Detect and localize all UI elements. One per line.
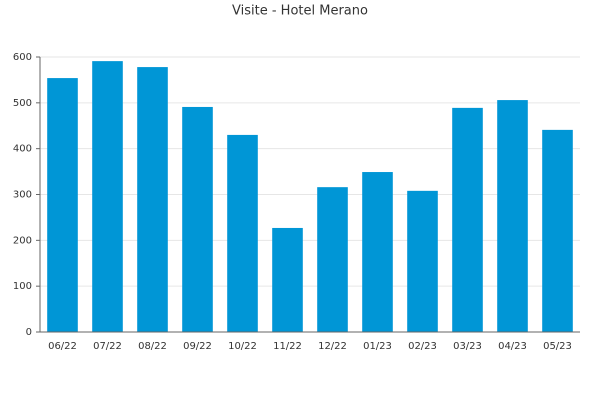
x-tick-label: 01/23 [363,341,392,352]
bar [452,107,483,332]
y-tick-label: 400 [13,144,32,155]
x-tick-label: 07/22 [93,341,122,352]
bar [362,172,393,332]
x-tick-label: 12/22 [318,341,347,352]
x-tick-label: 10/22 [228,341,257,352]
bar [137,67,168,332]
x-tick-label: 03/23 [453,341,482,352]
bar [182,106,213,332]
bar [317,187,348,332]
bar [92,61,123,332]
y-tick-label: 300 [13,190,32,201]
bar [227,134,258,332]
bar [272,227,303,332]
y-tick-label: 600 [13,52,32,63]
x-tick-label: 08/22 [138,341,167,352]
x-tick-label: 05/23 [543,341,572,352]
x-tick-label: 04/23 [498,341,527,352]
y-tick-label: 100 [13,281,32,292]
y-tick-label: 500 [13,98,32,109]
bar [542,129,573,332]
chart-title: Visite - Hotel Merano [232,4,368,19]
bar [407,190,438,332]
y-tick-label: 0 [26,327,32,338]
x-tick-label: 11/22 [273,341,302,352]
x-tick-label: 02/23 [408,341,437,352]
x-tick-label: 09/22 [183,341,212,352]
bar [497,100,528,332]
y-tick-label: 200 [13,235,32,246]
bar [47,78,78,332]
x-tick-label: 06/22 [48,341,77,352]
